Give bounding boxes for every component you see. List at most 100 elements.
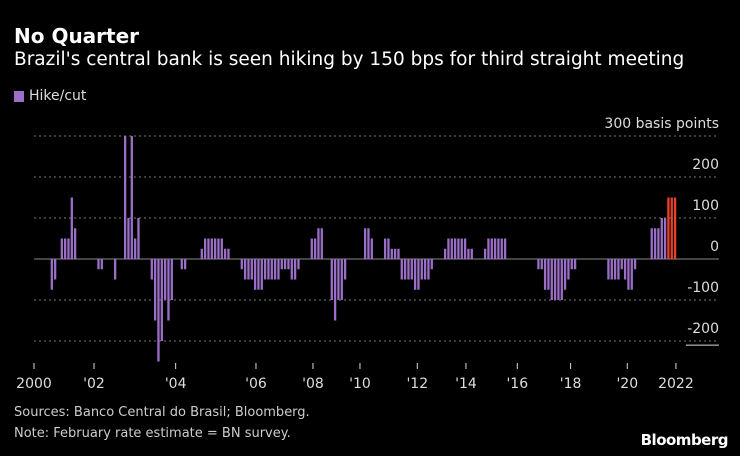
bar: [607, 259, 610, 280]
bar: [390, 248, 393, 259]
bar: [423, 259, 427, 280]
bar: [127, 218, 130, 259]
bar: [217, 238, 220, 259]
bar: [537, 259, 540, 270]
bar: [290, 259, 293, 280]
bar: [547, 259, 550, 290]
bar: [223, 248, 227, 259]
bar: [540, 259, 543, 270]
bar: [560, 259, 563, 300]
bar: [567, 259, 570, 280]
bar: [313, 238, 317, 259]
bloomberg-logo: Bloomberg: [640, 431, 729, 449]
bar: [420, 259, 423, 280]
bar: [363, 228, 367, 259]
bar: [210, 238, 213, 259]
bar: [337, 259, 340, 300]
bar: [393, 248, 397, 259]
bar: [243, 259, 247, 280]
bar: [253, 259, 257, 290]
bar: [403, 259, 407, 280]
x-tick-label: '04: [165, 376, 187, 392]
bar: [467, 248, 470, 259]
bar: [453, 238, 457, 259]
bar: [653, 228, 657, 259]
bar: [383, 238, 387, 259]
bar: [273, 259, 277, 280]
bar: [113, 259, 117, 280]
bar: [413, 259, 417, 290]
bar: [163, 259, 167, 300]
bar: [160, 259, 163, 341]
x-tick-label: '16: [506, 376, 528, 392]
bar-estimate: [670, 197, 673, 259]
bar: [410, 259, 413, 280]
y-tick-label: 0: [710, 239, 719, 255]
bar: [563, 259, 567, 290]
bar: [450, 238, 453, 259]
bar: [610, 259, 613, 280]
bar: [427, 259, 430, 280]
footnote: Note: February rate estimate = BN survey…: [14, 426, 291, 441]
y-axis: 300 basis points 200 100 0 -100 -200: [604, 116, 719, 346]
x-tick-label: '20: [616, 376, 638, 392]
x-tick-label: '02: [83, 376, 105, 392]
bar: [183, 259, 187, 270]
bar: [443, 248, 447, 259]
y-tick-label: 200: [692, 157, 719, 173]
bar: [387, 238, 390, 259]
bar: [497, 238, 500, 259]
bar: [263, 259, 267, 280]
bar: [573, 259, 577, 270]
legend: Hike/cut: [14, 88, 86, 104]
bar: [133, 238, 137, 259]
x-tick-label: 2000: [16, 376, 52, 392]
bar: [257, 259, 260, 290]
bar: [397, 248, 400, 259]
bar: [200, 248, 203, 259]
bar: [220, 238, 223, 259]
bar: [470, 248, 473, 259]
bar: [620, 259, 623, 270]
bar: [167, 259, 170, 321]
sources-note: Sources: Banco Central do Brasil; Bloomb…: [14, 405, 310, 420]
bar: [553, 259, 557, 300]
bar: [267, 259, 270, 280]
bar: [63, 238, 67, 259]
x-axis: 2000 '02 '04 '06 '08 '10 '12 '14 '16 '18 '20 2022: [16, 363, 694, 392]
bar: [400, 259, 403, 280]
bar: [227, 248, 230, 259]
bar: [630, 259, 633, 290]
bar: [627, 259, 630, 290]
bar: [493, 238, 497, 259]
bar: [557, 259, 560, 300]
legend-swatch-hike-cut: [14, 90, 24, 102]
bar: [100, 259, 103, 270]
bars: [50, 136, 677, 362]
bar: [550, 259, 553, 300]
chart-title: No Quarter: [14, 24, 140, 48]
bar-estimate: [667, 197, 670, 259]
bar: [130, 136, 133, 259]
bar: [367, 228, 370, 259]
bar: [570, 259, 573, 270]
bar: [137, 218, 140, 259]
x-tick-label: '18: [560, 376, 582, 392]
bar: [213, 238, 217, 259]
bar: [123, 136, 127, 259]
bar: [623, 259, 627, 280]
bar: [170, 259, 173, 300]
bar: [207, 238, 210, 259]
bar: [490, 238, 493, 259]
bar: [430, 259, 433, 270]
bar: [297, 259, 300, 270]
bar: [73, 228, 77, 259]
bar: [343, 259, 347, 280]
bar: [457, 238, 460, 259]
bar: [153, 259, 157, 321]
x-tick-label: '12: [406, 376, 428, 392]
bar: [617, 259, 620, 280]
bar: [663, 218, 667, 259]
bar: [320, 228, 323, 259]
chart-subtitle: Brazil's central bank is seen hiking by …: [14, 49, 685, 70]
